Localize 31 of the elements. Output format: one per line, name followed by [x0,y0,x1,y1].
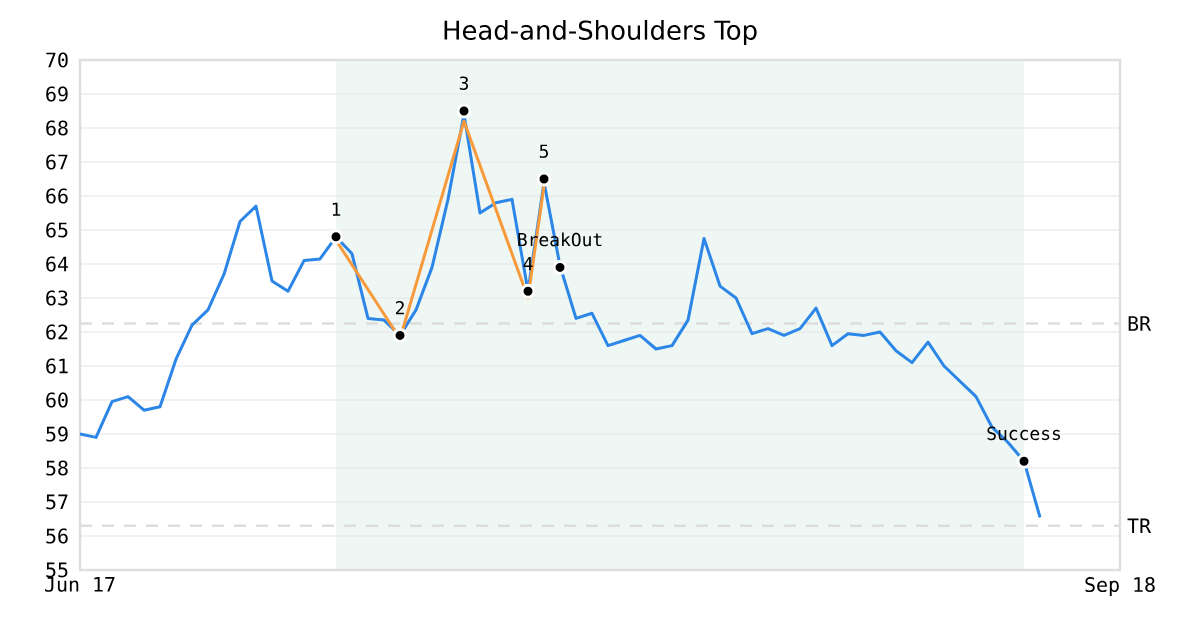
x-tick-label: Jun 17 [45,577,115,592]
annotation: 2 [395,301,404,315]
annotation: 1 [332,202,341,216]
y-tick-label: 64 [46,256,69,272]
ref-line-label: BR [1128,316,1152,331]
y-tick-label: 69 [46,86,68,102]
point [536,171,552,187]
annotation: 3 [459,76,469,90]
y-tick-label: 68 [46,120,68,136]
y-tick-label: 58 [46,460,68,476]
y-tick-label: 55 [46,562,68,578]
ref-line-label: TR [1127,518,1152,534]
y-tick-label: 59 [46,426,68,442]
point [552,259,568,275]
y-tick-label: 56 [46,528,68,544]
y-tick-label: 60 [46,392,68,408]
y-tick-label: 65 [46,222,68,238]
y-tick-label: 66 [46,188,68,204]
annotation: 5 [539,144,548,158]
y-tick-label: 70 [46,52,68,68]
y-tick-label: 67 [46,154,68,170]
x-tick-label: Sep 18 [1085,577,1155,596]
y-tick-label: 57 [46,494,68,510]
chart-title: Head-and-Shoulders Top [444,19,757,45]
point [328,229,344,245]
y-tick-label: 61 [46,358,68,374]
point [456,103,472,119]
y-tick-label: 63 [46,290,68,306]
point [520,283,536,299]
y-tick-label: 62 [46,324,68,340]
point [392,327,408,343]
